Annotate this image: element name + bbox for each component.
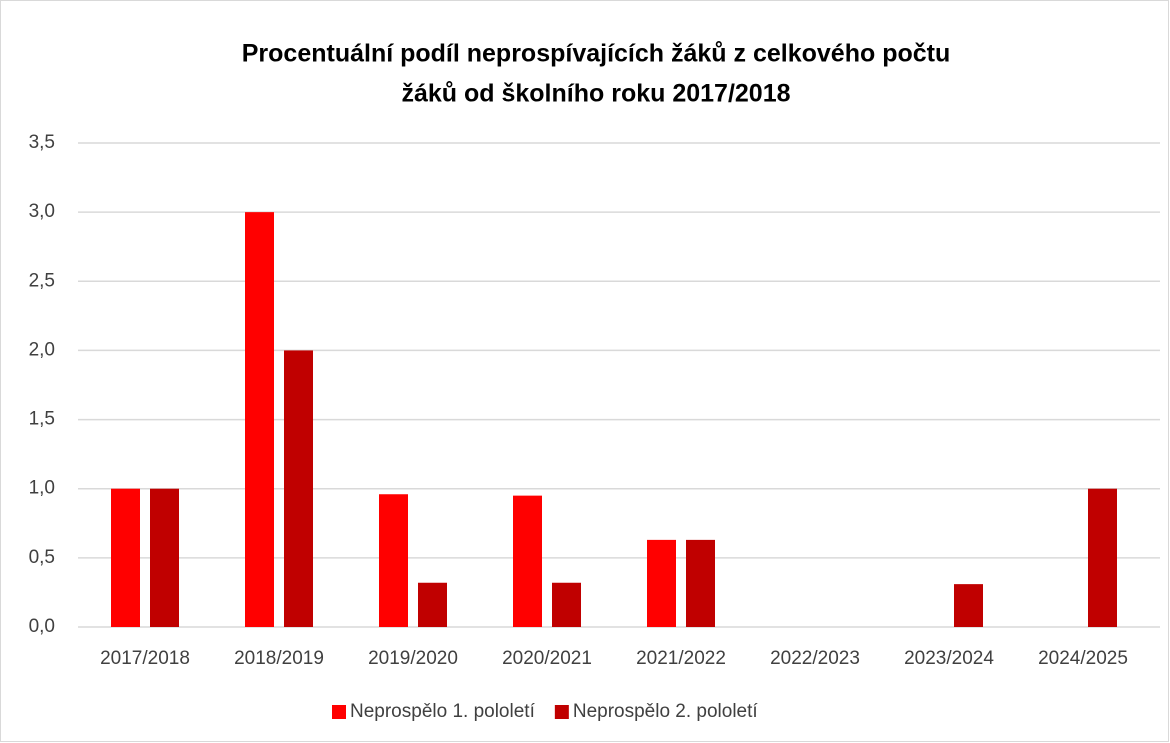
x-tick-label: 2019/2020 <box>368 648 458 669</box>
bar <box>245 212 274 627</box>
bar <box>418 582 447 627</box>
bar <box>513 495 542 627</box>
legend-label: Neprospělo 1. pololetí <box>350 701 536 722</box>
bar <box>284 350 313 627</box>
x-tick-label: 2024/2025 <box>1038 648 1128 669</box>
legend-swatch <box>554 705 569 719</box>
bar <box>647 539 676 627</box>
y-tick-label: 3,0 <box>29 201 55 222</box>
chart-title: žáků od školního roku 2017/2018 <box>401 80 790 108</box>
x-tick-label: 2017/2018 <box>100 648 190 669</box>
y-tick-label: 3,5 <box>29 132 55 153</box>
chart-title: Procentuální podíl neprospívajících žáků… <box>242 40 950 68</box>
x-tick-label: 2022/2023 <box>770 648 860 669</box>
y-tick-label: 0,0 <box>29 616 55 637</box>
y-tick-label: 1,5 <box>29 409 55 430</box>
legend-label: Neprospělo 2. pololetí <box>573 701 759 722</box>
y-tick-label: 2,5 <box>29 270 55 291</box>
bar <box>1088 488 1117 627</box>
y-tick-label: 0,5 <box>29 547 55 568</box>
x-tick-label: 2020/2021 <box>502 648 592 669</box>
x-tick-label: 2018/2019 <box>234 648 324 669</box>
x-tick-label: 2021/2022 <box>636 648 726 669</box>
x-tick-label: 2023/2024 <box>904 648 994 669</box>
bar <box>379 494 408 627</box>
bar <box>552 582 581 627</box>
legend-swatch <box>332 705 346 719</box>
bar <box>954 584 983 627</box>
y-tick-label: 1,0 <box>29 478 55 499</box>
bar <box>150 488 179 627</box>
bar <box>111 488 140 627</box>
y-tick-label: 2,0 <box>29 339 55 360</box>
bar <box>686 539 715 627</box>
